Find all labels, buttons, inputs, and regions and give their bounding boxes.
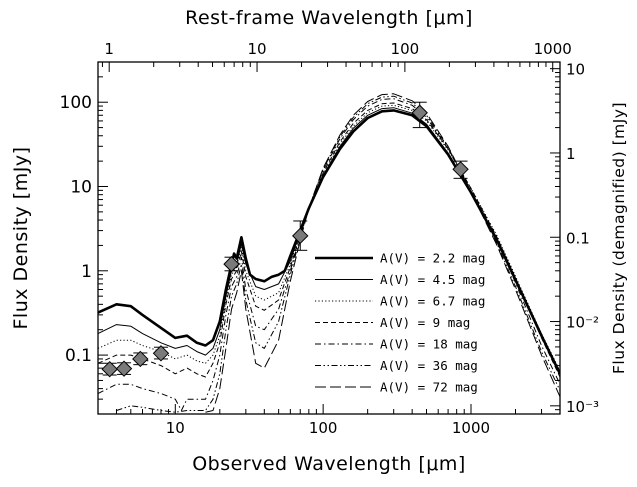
right-y-tick-label: 1 [566, 145, 576, 163]
x-tick-label: 1000 [452, 419, 490, 437]
tick-labels: 10 100 1000 1 10 100 1000 0.1 1 10 100 10⁻³ 10⁻² 0.1 1… [60, 40, 599, 437]
top-x-tick-label: 10 [247, 40, 266, 58]
legend: A(V) = 2.2 mag A(V) = 4.5 mag A(V) = 6.7 m… [315, 251, 485, 395]
right-y-axis-title: Flux Density (demagnified) [mJy] [610, 102, 628, 374]
top-x-tick-label: 1000 [534, 40, 572, 58]
right-y-tick-label: 10 [566, 61, 585, 79]
data-point [101, 360, 118, 378]
right-y-tick-label: 0.1 [566, 229, 590, 247]
y-tick-label: 0.1 [65, 346, 92, 366]
observed-points-layer [101, 101, 469, 378]
data-point [223, 255, 240, 273]
series-line [98, 109, 560, 375]
top-x-tick-label: 100 [391, 40, 420, 58]
y-axis-title: Flux Density [mJy] [10, 147, 32, 330]
series-line [98, 98, 560, 411]
series-line [98, 102, 560, 378]
right-y-tick-label: 10⁻² [566, 314, 599, 332]
right-y-tick-label: 10⁻³ [566, 398, 599, 416]
data-point [411, 104, 428, 121]
x-tick-label: 100 [309, 419, 338, 437]
legend-label: A(V) = 72 mag [380, 380, 478, 395]
top-axis-title: Rest-frame Wavelength [μm] [185, 7, 473, 29]
plot-frame [97, 61, 561, 415]
y-tick-label: 1 [81, 262, 92, 282]
legend-label: A(V) = 6.7 mag [380, 294, 485, 309]
x-axis-title: Observed Wavelength [μm] [192, 453, 466, 475]
legend-label: A(V) = 4.5 mag [380, 272, 485, 287]
data-point [292, 227, 309, 245]
y-tick-label: 10 [70, 178, 92, 198]
series-line [116, 95, 560, 413]
data-point [115, 360, 133, 377]
x-tick-label: 10 [166, 419, 185, 437]
data-point [152, 345, 170, 362]
legend-label: A(V) = 36 mag [380, 358, 478, 373]
series-line [98, 107, 560, 375]
legend-label: A(V) = 2.2 mag [380, 251, 485, 266]
axis-ticks [97, 61, 561, 415]
top-x-tick-label: 1 [104, 40, 114, 58]
legend-label: A(V) = 18 mag [380, 337, 478, 352]
data-point [132, 350, 149, 368]
data-point [452, 161, 469, 178]
series-line [98, 104, 560, 372]
y-tick-label: 100 [60, 93, 92, 113]
series-layer [98, 93, 560, 413]
legend-label: A(V) = 9 mag [380, 315, 470, 330]
